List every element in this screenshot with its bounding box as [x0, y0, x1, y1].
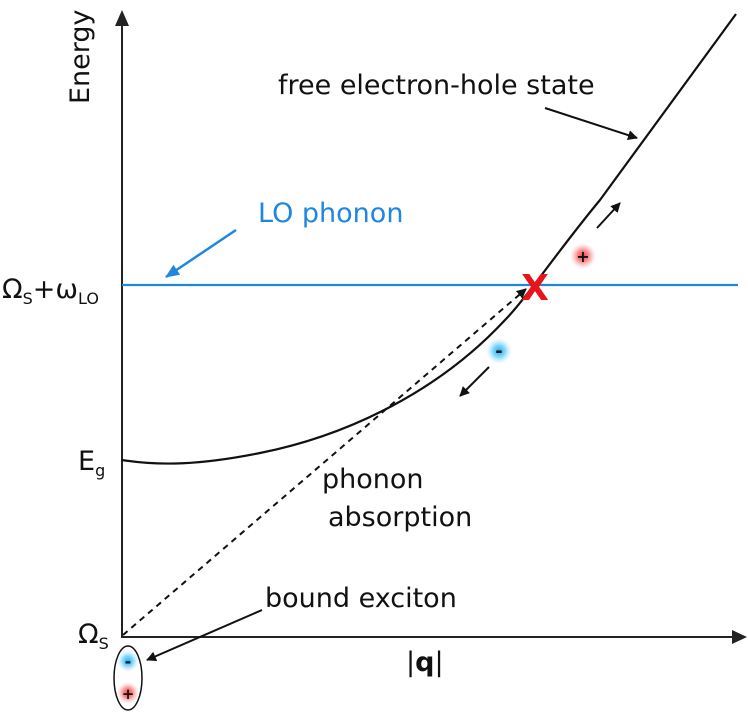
eg-label: Eg [78, 446, 105, 480]
crossing-marker: X [521, 268, 549, 309]
electron-glow [486, 338, 512, 364]
exciton-hole-charge: + [122, 685, 135, 703]
y-axis-arrowhead [115, 10, 129, 26]
lo-phonon-label: LO phonon [258, 198, 403, 229]
x-axis-label: |q| [406, 647, 444, 678]
exciton-electron-glow [117, 650, 139, 672]
hole-charge: + [576, 247, 589, 266]
hole-glow [570, 243, 596, 269]
exciton-electron-charge: - [125, 652, 132, 671]
phonon-absorption-dashed-line [122, 288, 527, 636]
omega-s-plus-omega-lo-label: ΩS+ωLO [2, 274, 99, 308]
free-state-label: free electron-hole state [278, 70, 595, 101]
bound-exciton-label: bound exciton [265, 583, 457, 614]
phonon-absorption-label-line2: absorption [328, 502, 472, 533]
x-axis-arrowhead [732, 630, 747, 644]
exciton-hole-glow [117, 682, 139, 704]
electron-charge: - [495, 341, 502, 362]
y-axis-label: Energy [65, 9, 96, 104]
lo-phonon-arrow [165, 228, 237, 279]
hole-direction-arrow [596, 202, 621, 229]
phonon-absorption-label-line1: phonon [322, 464, 424, 495]
omega-s-label: ΩS [78, 619, 109, 653]
dispersion-curve [121, 13, 737, 465]
bound-exciton-arrow [146, 609, 263, 661]
electron-direction-arrow [459, 366, 490, 397]
free-state-arrow [544, 107, 638, 140]
